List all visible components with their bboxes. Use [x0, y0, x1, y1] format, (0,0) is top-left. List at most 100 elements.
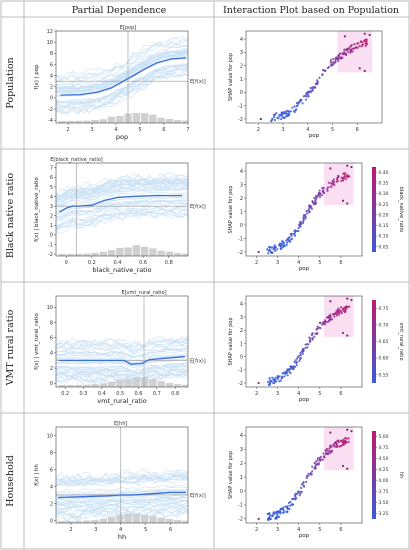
scatter-point: [313, 335, 316, 338]
scatter-point: [338, 56, 341, 59]
scatter-area: [257, 163, 354, 255]
scatter-point: [259, 117, 262, 121]
x-tick-label: 4: [297, 527, 300, 533]
scatter-point: [335, 314, 339, 317]
scatter-point: [309, 86, 312, 90]
scatter-point: [299, 356, 303, 360]
scatter-point: [273, 118, 277, 122]
scatter-point: [346, 297, 349, 300]
scatter-point: [310, 333, 314, 336]
y-tick-label: 1: [50, 223, 53, 229]
scatter-point: [330, 446, 333, 449]
scatter-point: [358, 45, 361, 48]
scatter-point: [304, 98, 308, 101]
scatter-point: [314, 199, 317, 203]
y-tick-label: 3: [240, 315, 243, 321]
scatter-point: [315, 332, 318, 336]
ice-line: [56, 349, 188, 359]
scatter-point: [342, 172, 345, 175]
scatter-point: [332, 444, 335, 447]
scatter-point: [276, 513, 279, 517]
histogram-bar: [149, 114, 157, 123]
scatter-point: [293, 105, 296, 108]
scatter-point: [282, 116, 285, 119]
pdp-point: [122, 80, 124, 82]
scatter-ylabel: SHAP value for pop: [228, 451, 234, 499]
expected-value-label: E[hh]: [114, 421, 127, 427]
scatter-point: [273, 381, 276, 385]
scatter-point: [327, 320, 331, 323]
colorbar-label: vmt_rural_ratio: [398, 322, 404, 360]
scatter-point: [337, 59, 340, 63]
ice-line: [56, 350, 188, 361]
expected-fx-label: E[f(x)]: [190, 79, 206, 85]
scatter-point: [343, 35, 347, 38]
ice-line: [56, 201, 188, 220]
scatter-point: [329, 431, 332, 434]
scatter-point: [326, 187, 329, 191]
scatter-point: [311, 338, 314, 341]
scatter-point: [343, 443, 346, 446]
ice-line: [56, 66, 188, 108]
colorbar-tick-label: 0.40: [379, 170, 389, 176]
scatter-point: [285, 371, 288, 374]
histogram-bar: [83, 120, 91, 123]
scatter-point: [335, 312, 338, 315]
ice-line: [56, 471, 188, 484]
scatter-point: [300, 98, 303, 102]
scatter-point: [333, 315, 336, 318]
histogram-bar: [173, 252, 182, 256]
histogram-bar: [165, 251, 174, 256]
scatter-point: [342, 438, 345, 441]
scatter-point: [301, 102, 304, 105]
scatter-point: [279, 245, 283, 248]
scatter-point: [302, 218, 305, 222]
scatter-point: [286, 510, 289, 513]
scatter-point: [280, 242, 284, 246]
pdp-point: [156, 62, 158, 64]
histogram-bar: [99, 251, 108, 256]
scatter-point: [322, 455, 326, 458]
ice-line: [56, 36, 188, 80]
scatter-point: [314, 464, 317, 467]
scatter-point: [323, 323, 327, 326]
colorbar: [372, 431, 376, 519]
scatter-point: [275, 380, 278, 383]
pdp-point: [148, 359, 151, 361]
scatter-point: [314, 194, 318, 198]
ice-lines: [56, 36, 188, 115]
histogram-bar: [83, 520, 91, 523]
y-tick-label: 0: [50, 233, 53, 239]
scatter-point: [311, 87, 314, 90]
scatter-point: [267, 383, 271, 386]
y-tick-label: 4: [50, 73, 53, 79]
scatter-point: [286, 374, 289, 377]
pdp-axes-frame: [55, 426, 189, 524]
scatter-point: [307, 90, 310, 93]
scatter-point: [285, 112, 288, 115]
pdp-point: [129, 195, 131, 198]
ice-lines: [56, 335, 188, 387]
scatter-point: [282, 506, 285, 509]
scatter-point: [276, 376, 280, 379]
histogram-bar: [124, 247, 132, 256]
scatter-point: [307, 472, 310, 475]
colorbar-tick-label: 0.20: [379, 212, 389, 218]
scatter-point: [302, 216, 305, 219]
scatter-point: [324, 69, 327, 72]
scatter-point: [305, 474, 308, 477]
ice-line: [56, 62, 188, 104]
ice-line: [56, 337, 188, 352]
y-tick-label: 12: [47, 29, 53, 35]
scatter-point: [334, 58, 337, 61]
scatter-point: [316, 457, 320, 460]
scatter-point: [293, 230, 296, 233]
histogram-bar: [140, 377, 149, 387]
pdp-point: [169, 491, 172, 494]
pdp-point: [134, 73, 136, 76]
pdp-point: [145, 493, 147, 495]
scatter-point: [333, 445, 337, 448]
scatter-point: [337, 441, 340, 444]
scatter-point: [341, 331, 345, 335]
